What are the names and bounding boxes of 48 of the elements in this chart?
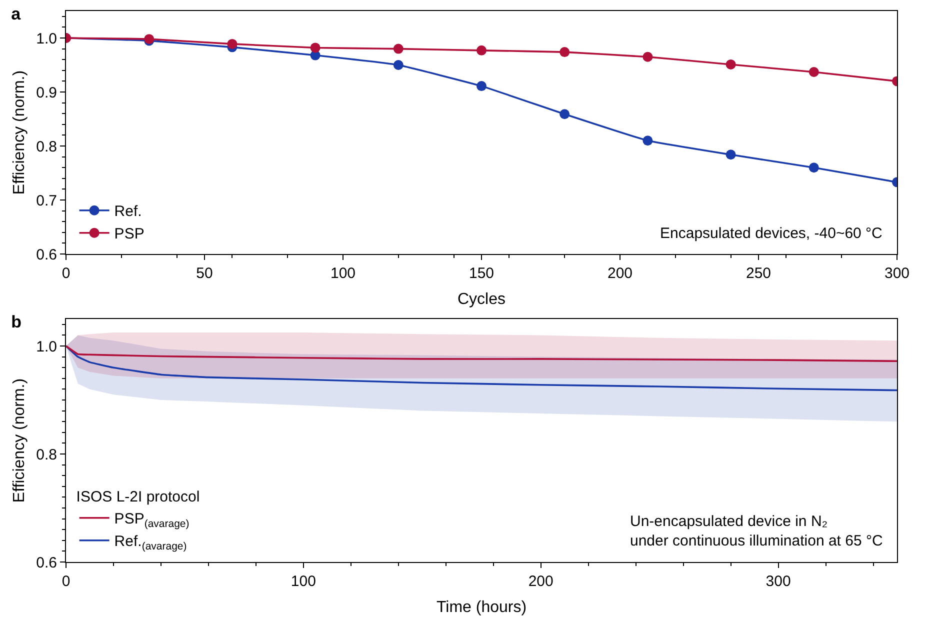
point <box>726 59 736 70</box>
legend-label: Ref. <box>114 203 142 220</box>
x-axis-title: Time (hours) <box>436 599 527 616</box>
annotation: Encapsulated devices, -40~60 °C <box>660 225 883 242</box>
x-tick-label: 150 <box>468 265 494 282</box>
legend-label: PSP <box>114 226 144 243</box>
y-axis-title: Efficiency (norm.) <box>11 70 28 195</box>
point <box>726 150 736 160</box>
point <box>393 44 404 54</box>
point <box>310 42 320 53</box>
legend-title: ISOS L-2I protocol <box>76 488 200 506</box>
x-tick-label: 0 <box>62 265 70 282</box>
x-tick-label: 0 <box>62 573 70 590</box>
y-tick-label: 1.0 <box>36 338 57 356</box>
x-tick-label: 50 <box>196 265 213 282</box>
point <box>227 38 238 49</box>
y-tick-label: 0.6 <box>36 554 57 572</box>
point <box>560 109 570 120</box>
y-tick-label: 0.7 <box>36 192 57 210</box>
legend-label: Ref.$_{(avarage)}$ <box>114 533 187 552</box>
y-tick-label: 1.0 <box>36 30 57 48</box>
y-tick-label: 0.6 <box>36 246 57 264</box>
annotation: Un-encapsulated device in N₂ under continuous illumination at 65 °C <box>630 513 883 550</box>
y-axis-title: Efficiency (norm.) <box>11 378 28 503</box>
point <box>476 45 486 56</box>
point <box>560 47 570 58</box>
x-tick-label: 250 <box>746 265 772 282</box>
x-tick-label: 300 <box>766 573 791 590</box>
x-tick-label: 200 <box>607 265 633 282</box>
legend-label: PSP$_{(avarage)}$ <box>114 510 190 530</box>
x-tick-label: 300 <box>884 265 910 282</box>
y-tick-label: 0.8 <box>36 446 57 464</box>
y-tick-label: 0.8 <box>36 138 57 156</box>
point <box>642 136 653 146</box>
y-tick-label: 0.9 <box>36 84 57 102</box>
chart-title: a <box>11 4 22 24</box>
line-series <box>66 345 897 392</box>
point <box>808 162 819 173</box>
chart-title: b <box>11 312 22 332</box>
point <box>808 67 819 78</box>
point <box>393 60 404 70</box>
x-axis-title: Cycles <box>457 291 506 308</box>
x-tick-label: 200 <box>528 573 554 590</box>
point <box>476 81 486 92</box>
line-series <box>66 345 897 362</box>
x-tick-label: 100 <box>290 573 316 590</box>
point <box>642 52 653 62</box>
x-tick-label: 100 <box>330 265 356 282</box>
